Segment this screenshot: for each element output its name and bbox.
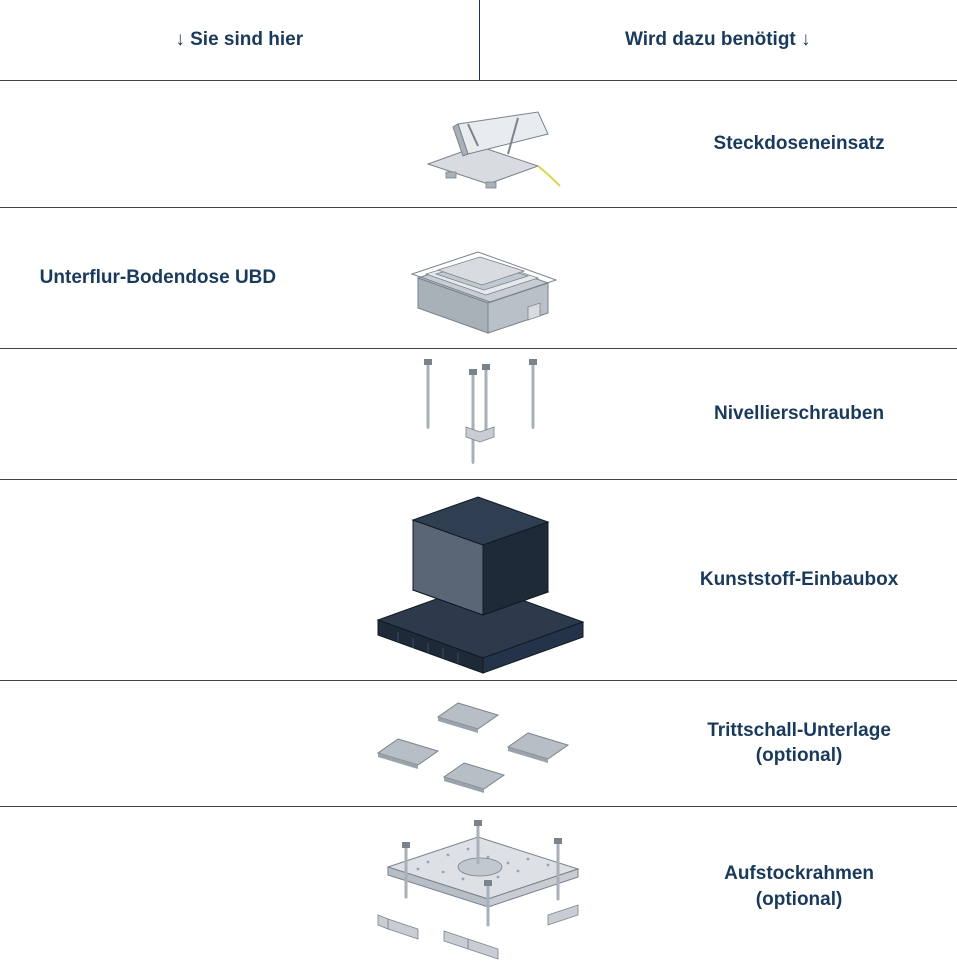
header-row: ↓ Sie sind hier Wird dazu benötigt ↓ [0,0,957,80]
row-bodendose: Unterflur-Bodendose UBD [0,207,957,348]
header-left-label: ↓ Sie sind hier [0,29,479,51]
row1-right-label: Steckdoseneinsatz [641,131,957,157]
header-right-label: Wird dazu benötigt ↓ [479,29,957,51]
impact-pads-icon [316,681,641,807]
row-aufstockrahmen: Aufstockrahmen(optional) [0,806,957,967]
floor-box-icon [316,208,641,348]
leveling-screws-icon [316,349,641,479]
row5-right-label: Trittschall-Unterlage(optional) [641,718,957,769]
row3-right-label: Nivellierschrauben [641,401,957,427]
row2-left-label: Unterflur-Bodendose UBD [0,265,316,291]
row6-right-label: Aufstockrahmen(optional) [641,861,957,912]
row-nivellierschrauben: Nivellierschrauben [0,348,957,479]
row4-right-label: Kunststoff-Einbaubox [641,567,957,593]
install-box-icon [316,480,641,680]
row-steckdoseneinsatz: Steckdoseneinsatz [0,80,957,207]
riser-frame-icon [316,807,641,967]
socket-insert-icon [316,81,641,207]
row-trittschall: Trittschall-Unterlage(optional) [0,680,957,807]
header-divider [479,0,480,80]
diagram-container: ↓ Sie sind hier Wird dazu benötigt ↓ [0,0,957,967]
row-einbaubox: Kunststoff-Einbaubox [0,479,957,680]
